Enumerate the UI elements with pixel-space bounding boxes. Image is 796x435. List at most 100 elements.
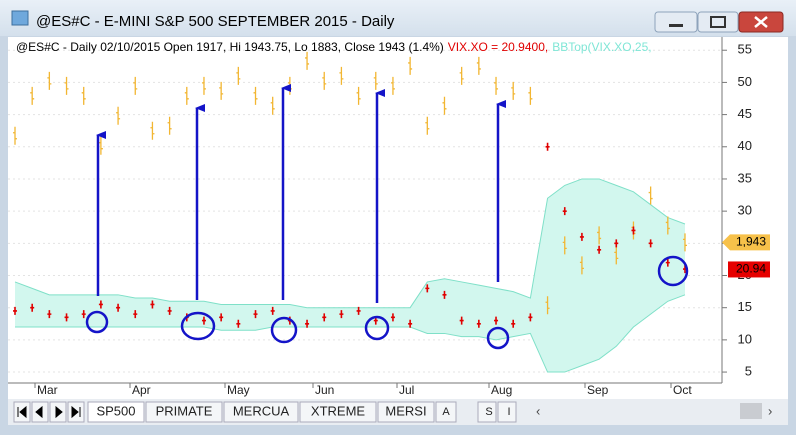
band-line [15, 294, 686, 373]
es-bar [81, 86, 86, 105]
tab[interactable] [435, 401, 457, 423]
vix-bar [47, 310, 52, 319]
info-line: @ES#C - Daily 02/10/2015 Open 1917, Hi 1… [16, 40, 652, 54]
maximize-icon [710, 16, 726, 28]
nav-icon [35, 405, 43, 419]
es-bar [408, 56, 413, 75]
x-tick-label: Jun [315, 383, 334, 397]
es-bar [30, 86, 35, 105]
last-price-tag [722, 234, 770, 251]
x-tick-label: Oct [673, 383, 692, 397]
tab-label: A [442, 406, 450, 418]
circle [270, 316, 298, 344]
vix-bar [597, 245, 602, 254]
es-bar [614, 246, 619, 265]
info-segment: @ES#C - Daily 02/10/2015 Open 1917, Hi 1… [16, 40, 444, 54]
es-bar [545, 296, 550, 315]
es-bar [390, 76, 395, 95]
vix-bar [150, 300, 155, 309]
scroll-right: › [768, 403, 772, 418]
minimize-button[interactable] [654, 11, 698, 33]
tab-label: XTREME [311, 403, 366, 418]
x-tick-label: Mar [37, 383, 58, 397]
vix-bar [459, 316, 464, 325]
vix-bar [494, 316, 499, 325]
vix-bar [614, 239, 619, 248]
vix-bar [631, 226, 636, 235]
es-bar [201, 76, 206, 95]
es-bar [236, 66, 241, 85]
es-bar [683, 233, 687, 252]
y-tick-label: 40 [738, 138, 752, 153]
band-line [14, 178, 686, 309]
es-bar [253, 86, 258, 105]
info-segment: BBTop(VIX.XO,25, [552, 40, 651, 54]
minimize-icon [669, 24, 683, 27]
y-tick-label: 50 [738, 74, 752, 89]
es-bar [322, 71, 327, 90]
es-bar [528, 86, 533, 105]
vix-bar [270, 306, 275, 315]
tabs: SP500 PRIMATE MERCUA XTREME MERSI A S I ‹ › [13, 401, 772, 423]
vix-bar [98, 300, 103, 309]
tab[interactable] [223, 401, 299, 423]
tab[interactable] [477, 401, 497, 423]
tab-label: S [485, 406, 492, 418]
vix-bar [253, 310, 258, 319]
x-tick-label: Apr [132, 383, 151, 397]
es-bar [562, 236, 567, 255]
vix-bar [81, 310, 86, 319]
vix-bar [133, 310, 138, 319]
vix-bar [30, 303, 35, 312]
chart-area [8, 37, 788, 399]
tab[interactable] [377, 401, 435, 423]
last-price-label: 1,943 [736, 235, 766, 249]
vix-bar [408, 319, 413, 328]
es-bar [305, 51, 310, 70]
es-bar [511, 81, 516, 100]
es-bar [648, 186, 653, 205]
es-bar [597, 226, 602, 245]
es-bar [579, 256, 584, 275]
tab[interactable] [145, 401, 223, 423]
es-bar [133, 76, 138, 95]
last-vix-label: 20.94 [736, 262, 766, 276]
x-tick-label: Jul [399, 383, 414, 397]
vix-bar [545, 142, 550, 151]
vix-bar [201, 316, 206, 325]
es-bar [442, 96, 447, 115]
info-segment: VIX.XO = 20.9400, [448, 40, 548, 54]
tab[interactable] [299, 401, 377, 423]
tab[interactable] [497, 401, 517, 423]
tab[interactable] [87, 401, 145, 423]
tab-label: SP500 [96, 403, 135, 418]
circle [486, 326, 510, 350]
es-bar [270, 96, 275, 115]
vix-bar [442, 290, 447, 299]
tab-label: MERCUA [233, 403, 290, 418]
vix-bar [64, 313, 69, 322]
es-bar [476, 56, 481, 75]
es-bar [665, 216, 670, 235]
es-bar [47, 71, 52, 90]
y-tick-label: 55 [738, 42, 752, 57]
es-bar [13, 126, 17, 145]
vix-bar [579, 232, 584, 241]
x-tick-label: Sep [587, 383, 609, 397]
vix-bar [665, 258, 670, 267]
vix-bar [425, 284, 430, 293]
vix-bar [476, 319, 481, 328]
vix-bar [528, 313, 533, 322]
y-tick-label: 10 [738, 331, 752, 346]
vix-bar [390, 313, 395, 322]
vix-bar [116, 303, 121, 312]
maximize-button[interactable] [697, 11, 739, 33]
nav-icon [71, 405, 81, 419]
es-bar [116, 106, 121, 125]
es-bar [339, 66, 344, 85]
circle [364, 315, 390, 341]
es-bar [459, 66, 464, 85]
y-tick-label: 15 [738, 299, 752, 314]
circle [657, 255, 689, 287]
vix-bar [236, 319, 241, 328]
